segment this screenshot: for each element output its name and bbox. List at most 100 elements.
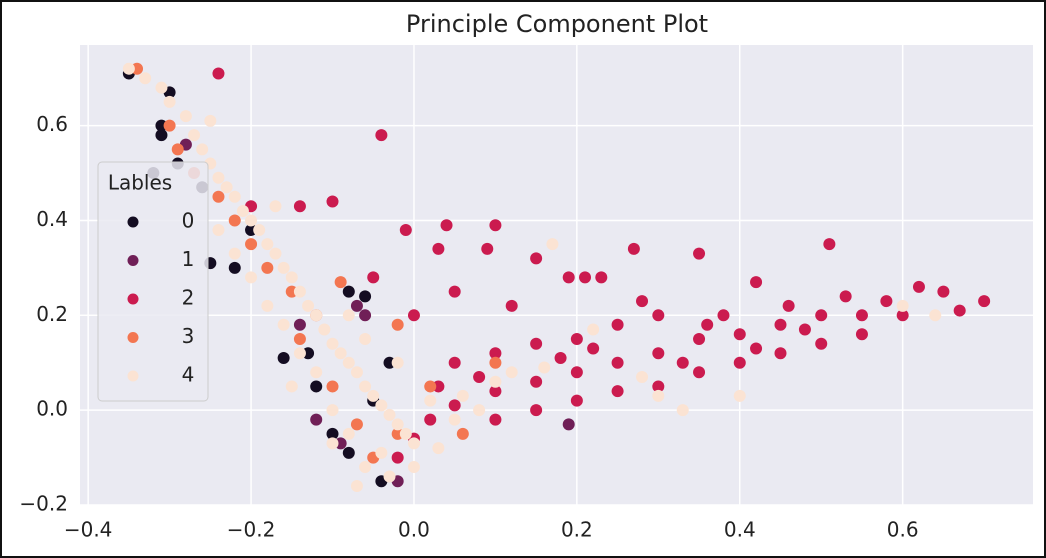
point bbox=[261, 238, 274, 251]
point bbox=[489, 375, 502, 388]
point bbox=[489, 385, 502, 398]
x-tick-label: −0.4 bbox=[64, 518, 113, 542]
legend-marker bbox=[127, 255, 139, 266]
point bbox=[391, 356, 404, 369]
legend-label: 3 bbox=[182, 324, 195, 348]
point bbox=[636, 295, 649, 308]
legend-marker bbox=[127, 216, 139, 228]
point bbox=[310, 413, 323, 426]
point bbox=[953, 304, 966, 317]
point bbox=[538, 361, 551, 374]
point bbox=[473, 404, 486, 417]
point bbox=[448, 399, 461, 412]
point bbox=[456, 389, 469, 402]
point bbox=[774, 347, 787, 360]
point bbox=[269, 200, 282, 213]
point bbox=[293, 285, 306, 298]
point bbox=[440, 219, 453, 232]
point bbox=[139, 72, 152, 85]
point bbox=[212, 171, 225, 184]
point bbox=[978, 295, 991, 308]
point bbox=[342, 285, 355, 298]
point bbox=[220, 181, 233, 194]
point bbox=[326, 195, 339, 208]
point bbox=[277, 318, 290, 331]
point bbox=[782, 299, 795, 312]
point bbox=[253, 223, 266, 236]
point bbox=[676, 404, 689, 417]
point bbox=[367, 389, 380, 402]
point bbox=[676, 356, 689, 369]
point bbox=[611, 356, 624, 369]
point bbox=[407, 461, 420, 474]
point bbox=[505, 366, 518, 379]
point bbox=[627, 242, 640, 255]
point bbox=[733, 356, 746, 369]
x-tick-label: −0.2 bbox=[227, 518, 276, 542]
point bbox=[375, 399, 388, 412]
point bbox=[456, 427, 469, 440]
point bbox=[570, 366, 583, 379]
legend-label: 2 bbox=[182, 286, 195, 310]
point bbox=[855, 328, 868, 341]
point bbox=[570, 394, 583, 407]
point bbox=[391, 318, 404, 331]
y-tick-label: 0.0 bbox=[36, 397, 68, 421]
x-tick-label: 0.2 bbox=[561, 518, 593, 542]
point bbox=[391, 418, 404, 431]
point bbox=[652, 389, 665, 402]
point bbox=[595, 271, 608, 284]
point bbox=[277, 261, 290, 274]
point bbox=[318, 323, 331, 336]
point bbox=[155, 129, 168, 142]
point bbox=[774, 318, 787, 331]
point bbox=[228, 214, 241, 227]
point bbox=[399, 223, 412, 236]
point bbox=[293, 318, 306, 331]
point bbox=[546, 238, 559, 251]
legend-label: 0 bbox=[182, 209, 195, 233]
point bbox=[163, 95, 176, 108]
point bbox=[293, 333, 306, 346]
point bbox=[717, 309, 730, 322]
point bbox=[530, 252, 543, 265]
point bbox=[212, 190, 225, 203]
point bbox=[432, 242, 445, 255]
point bbox=[815, 337, 828, 350]
point bbox=[448, 413, 461, 426]
point bbox=[359, 380, 372, 393]
x-tick-label: 0.0 bbox=[398, 518, 430, 542]
plot-area bbox=[80, 45, 1033, 505]
point bbox=[489, 219, 502, 232]
point bbox=[359, 461, 372, 474]
legend-label: 4 bbox=[182, 363, 195, 387]
point bbox=[693, 366, 706, 379]
point bbox=[448, 285, 461, 298]
point bbox=[473, 370, 486, 383]
point bbox=[326, 404, 339, 417]
point bbox=[383, 470, 396, 483]
point bbox=[383, 408, 396, 421]
point bbox=[733, 389, 746, 402]
point bbox=[285, 380, 298, 393]
point bbox=[245, 271, 258, 284]
point bbox=[407, 309, 420, 322]
point bbox=[245, 238, 258, 251]
x-tick-label: 0.4 bbox=[724, 518, 756, 542]
point bbox=[310, 380, 323, 393]
point bbox=[530, 375, 543, 388]
point bbox=[399, 427, 412, 440]
point bbox=[839, 290, 852, 303]
point bbox=[489, 347, 502, 360]
point bbox=[579, 271, 592, 284]
point bbox=[326, 337, 339, 350]
point bbox=[448, 356, 461, 369]
point bbox=[302, 299, 315, 312]
point bbox=[896, 309, 909, 322]
point bbox=[880, 295, 893, 308]
point bbox=[342, 446, 355, 459]
point bbox=[261, 261, 274, 274]
point bbox=[611, 318, 624, 331]
point bbox=[236, 204, 249, 217]
